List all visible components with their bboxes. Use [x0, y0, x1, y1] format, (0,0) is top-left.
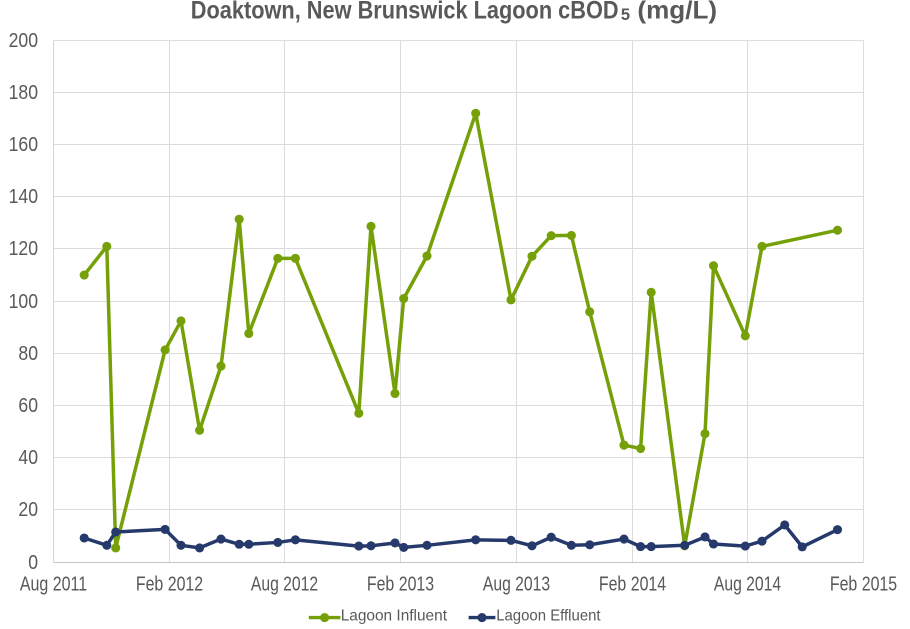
svg-text:(mg/L): (mg/L): [637, 0, 717, 25]
svg-text:Feb 2013: Feb 2013: [367, 574, 434, 596]
svg-text:Lagoon Effluent: Lagoon Effluent: [496, 607, 601, 624]
svg-text:5: 5: [621, 6, 630, 24]
svg-text:Aug 2012: Aug 2012: [251, 574, 318, 596]
svg-text:140: 140: [9, 186, 38, 208]
svg-text:180: 180: [9, 82, 38, 104]
svg-text:Feb 2014: Feb 2014: [599, 574, 666, 596]
svg-text:20: 20: [18, 499, 38, 521]
svg-text:100: 100: [9, 291, 38, 313]
svg-text:160: 160: [9, 134, 38, 156]
svg-text:0: 0: [28, 552, 38, 574]
svg-text:Aug 2014: Aug 2014: [714, 574, 781, 596]
svg-text:40: 40: [18, 447, 38, 469]
svg-text:Aug 2013: Aug 2013: [483, 574, 550, 596]
svg-text:Feb 2012: Feb 2012: [136, 574, 203, 596]
svg-text:120: 120: [9, 238, 38, 260]
svg-text:60: 60: [18, 395, 38, 417]
svg-text:80: 80: [18, 343, 38, 365]
svg-text:Lagoon Influent: Lagoon Influent: [341, 607, 448, 624]
svg-text:200: 200: [9, 30, 38, 52]
svg-text:Feb 2015: Feb 2015: [830, 574, 897, 596]
svg-text:Doaktown, New Brunswick Lagoon: Doaktown, New Brunswick Lagoon cBOD: [191, 0, 619, 25]
svg-text:Aug 2011: Aug 2011: [20, 574, 87, 596]
